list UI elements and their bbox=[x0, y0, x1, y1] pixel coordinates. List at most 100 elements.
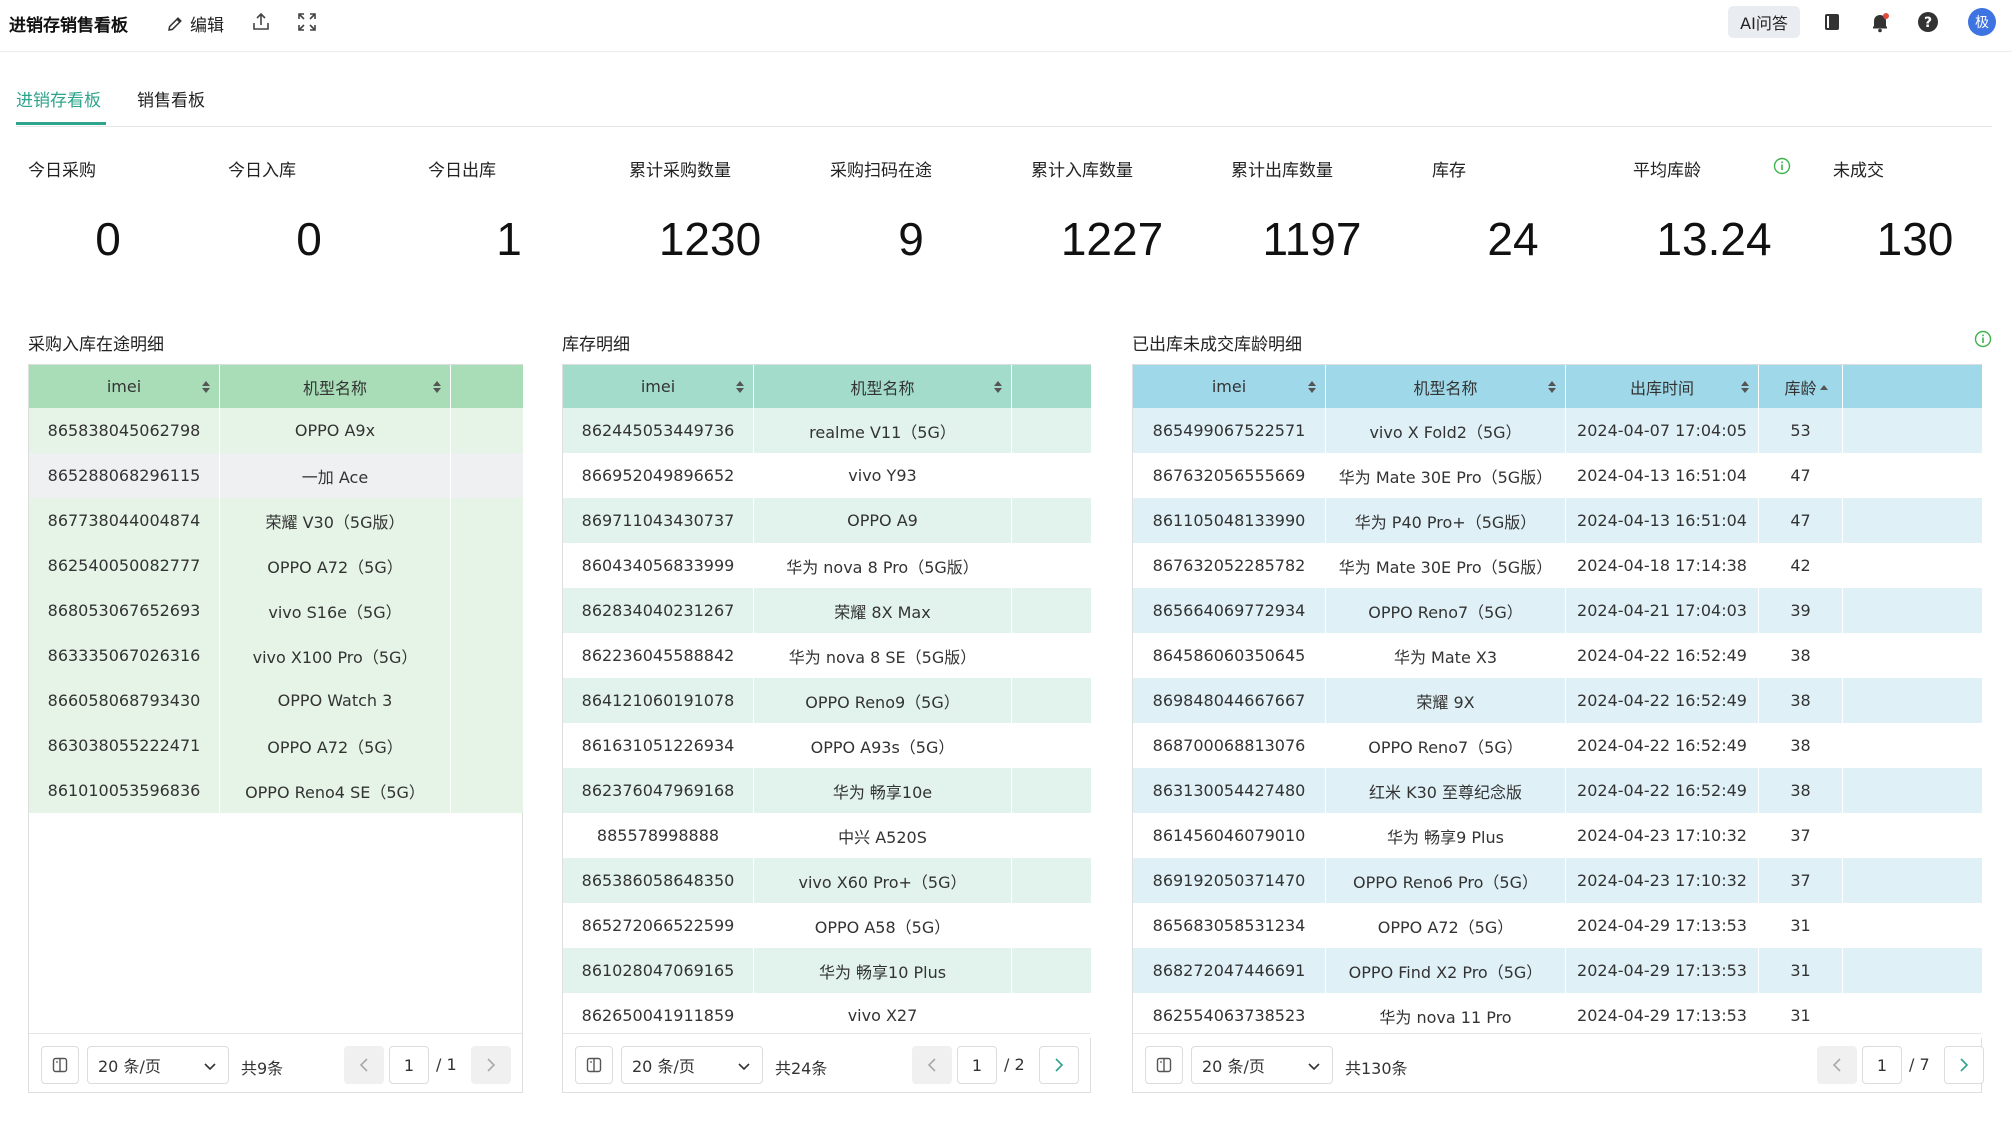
table-row[interactable]: 861028047069165 华为 畅享10 Plus bbox=[563, 948, 1092, 993]
table-row[interactable]: 863038055222471 OPPO A72（5G） bbox=[29, 723, 524, 768]
sort-icon[interactable] bbox=[1548, 381, 1556, 393]
table-row[interactable]: 861631051226934 OPPO A93s（5G） bbox=[563, 723, 1092, 768]
table-row[interactable]: 861010053596836 OPPO Reno4 SE（5G） bbox=[29, 768, 524, 813]
table-row[interactable]: 867738044004874 荣耀 V30（5G版） bbox=[29, 498, 524, 543]
tab-inventory-board[interactable]: 进销存看板 bbox=[16, 91, 101, 111]
next-page-button[interactable] bbox=[1039, 1046, 1079, 1084]
prev-page-button[interactable] bbox=[1817, 1046, 1857, 1084]
table-cell bbox=[1843, 948, 1983, 993]
column-header[interactable]: 机型名称 bbox=[1326, 365, 1566, 408]
unsold-age-table: imei 机型名称 出库时间 库龄 865499067522571 vivo X Fold… bbox=[1132, 364, 1984, 1093]
column-header[interactable]: 机型名称 bbox=[220, 365, 451, 408]
share-icon[interactable] bbox=[250, 11, 272, 33]
table-row[interactable]: 865499067522571 vivo X Fold2（5G） 2024-04-0… bbox=[1133, 408, 1983, 453]
total-count: 共9条 bbox=[241, 1059, 284, 1078]
table-row[interactable]: 864586060350645 华为 Mate X3 2024-04-22 16:5… bbox=[1133, 633, 1983, 678]
table-cell: OPPO A72（5G） bbox=[220, 543, 451, 588]
current-page-input[interactable]: 1 bbox=[1862, 1046, 1902, 1084]
table-cell bbox=[1012, 678, 1092, 723]
table-row[interactable]: 862650041911859 vivo X27 bbox=[563, 993, 1092, 1038]
column-header[interactable]: imei bbox=[29, 365, 220, 408]
column-settings-button[interactable] bbox=[1145, 1046, 1183, 1084]
table-row[interactable]: 862554063738523 华为 nova 11 Pro 2024-04-29 … bbox=[1133, 993, 1983, 1038]
table-row[interactable]: 863335067026316 vivo X100 Pro（5G） bbox=[29, 633, 524, 678]
table-row[interactable]: 868053067652693 vivo S16e（5G） bbox=[29, 588, 524, 633]
avatar[interactable]: 极 bbox=[1968, 8, 1996, 36]
table-cell bbox=[1843, 498, 1983, 543]
column-settings-button[interactable] bbox=[41, 1046, 79, 1084]
column-header[interactable]: 机型名称 bbox=[754, 365, 1012, 408]
column-header[interactable]: 库龄 bbox=[1759, 365, 1843, 408]
table-row[interactable]: 862834040231267 荣耀 8X Max bbox=[563, 588, 1092, 633]
table-row[interactable]: 865683058531234 OPPO A72（5G） 2024-04-29 17… bbox=[1133, 903, 1983, 948]
page-size-select[interactable]: 20 条/页 bbox=[87, 1046, 229, 1084]
sort-icon[interactable] bbox=[1308, 381, 1316, 393]
total-count: 共130条 bbox=[1345, 1059, 1408, 1078]
column-header[interactable] bbox=[1843, 365, 1983, 408]
table-cell: 863335067026316 bbox=[29, 633, 220, 678]
page-size-select[interactable]: 20 条/页 bbox=[621, 1046, 763, 1084]
prev-page-button[interactable] bbox=[344, 1046, 384, 1084]
sort-icon[interactable] bbox=[433, 381, 441, 393]
table-row[interactable]: 864121060191078 OPPO Reno9（5G） bbox=[563, 678, 1092, 723]
page-size-select[interactable]: 20 条/页 bbox=[1191, 1046, 1333, 1084]
current-page-input[interactable]: 1 bbox=[957, 1046, 997, 1084]
table-row[interactable]: 862236045588842 华为 nova 8 SE（5G版） bbox=[563, 633, 1092, 678]
table-row[interactable]: 865288068296115 一加 Ace bbox=[29, 453, 524, 498]
table-row[interactable]: 885578998888 中兴 A520S bbox=[563, 813, 1092, 858]
table-row[interactable]: 861456046079010 华为 畅享9 Plus 2024-04-23 17:… bbox=[1133, 813, 1983, 858]
info-icon[interactable] bbox=[1773, 157, 1791, 175]
table-cell: 2024-04-13 16:51:04 bbox=[1566, 453, 1759, 498]
table-cell: 2024-04-29 17:13:53 bbox=[1566, 903, 1759, 948]
table-row[interactable]: 866952049896652 vivo Y93 bbox=[563, 453, 1092, 498]
sort-icon[interactable] bbox=[994, 381, 1002, 393]
edit-button[interactable]: 编辑 bbox=[166, 11, 224, 36]
table-row[interactable]: 867632056555669 华为 Mate 30E Pro（5G版） 2024-… bbox=[1133, 453, 1983, 498]
table-cell bbox=[451, 453, 524, 498]
column-header[interactable]: 出库时间 bbox=[1566, 365, 1759, 408]
sort-icon[interactable] bbox=[1741, 381, 1749, 393]
chevron-left-icon bbox=[1832, 1058, 1841, 1072]
next-page-button[interactable] bbox=[1944, 1046, 1984, 1084]
sort-desc-icon[interactable] bbox=[1820, 381, 1828, 393]
prev-page-button[interactable] bbox=[912, 1046, 952, 1084]
table-row[interactable]: 862540050082777 OPPO A72（5G） bbox=[29, 543, 524, 588]
column-header[interactable]: imei bbox=[563, 365, 754, 408]
table-row[interactable]: 863130054427480 红米 K30 至尊纪念版 2024-04-22 16… bbox=[1133, 768, 1983, 813]
table-row[interactable]: 866058068793430 OPPO Watch 3 bbox=[29, 678, 524, 723]
table-row[interactable]: 862445053449736 realme V11（5G） bbox=[563, 408, 1092, 453]
column-settings-button[interactable] bbox=[575, 1046, 613, 1084]
table-row[interactable]: 865386058648350 vivo X60 Pro+（5G） bbox=[563, 858, 1092, 903]
table-cell bbox=[1843, 543, 1983, 588]
table-row[interactable]: 862376047969168 华为 畅享10e bbox=[563, 768, 1092, 813]
table-row[interactable]: 860434056833999 华为 nova 8 Pro（5G版） bbox=[563, 543, 1092, 588]
table-row[interactable]: 865272066522599 OPPO A58（5G） bbox=[563, 903, 1092, 948]
column-header[interactable] bbox=[1012, 365, 1092, 408]
kpi-label: 累计采购数量 bbox=[629, 161, 731, 181]
table-cell: OPPO Find X2 Pro（5G） bbox=[1326, 948, 1566, 993]
info-icon[interactable] bbox=[1974, 330, 1992, 348]
table-row[interactable]: 869848044667667 荣耀 9X 2024-04-22 16:52:49 3… bbox=[1133, 678, 1983, 723]
table-row[interactable]: 868272047446691 OPPO Find X2 Pro（5G） 2024-… bbox=[1133, 948, 1983, 993]
table-cell: vivo X60 Pro+（5G） bbox=[754, 858, 1012, 903]
bell-icon[interactable] bbox=[1868, 10, 1892, 34]
next-page-button[interactable] bbox=[471, 1046, 511, 1084]
kpi-value: 0 bbox=[95, 213, 121, 265]
book-icon[interactable] bbox=[1820, 10, 1844, 34]
table-row[interactable]: 869711043430737 OPPO A9 bbox=[563, 498, 1092, 543]
table-row[interactable]: 865664069772934 OPPO Reno7（5G） 2024-04-21 … bbox=[1133, 588, 1983, 633]
table-row[interactable]: 869192050371470 OPPO Reno6 Pro（5G） 2024-04… bbox=[1133, 858, 1983, 903]
fullscreen-icon[interactable] bbox=[296, 11, 318, 33]
sort-icon[interactable] bbox=[736, 381, 744, 393]
tab-sales-board[interactable]: 销售看板 bbox=[137, 91, 205, 111]
column-header[interactable] bbox=[451, 365, 524, 408]
ai-qa-button[interactable]: AI问答 bbox=[1728, 6, 1800, 38]
table-row[interactable]: 867632052285782 华为 Mate 30E Pro（5G版） 2024-… bbox=[1133, 543, 1983, 588]
column-header[interactable]: imei bbox=[1133, 365, 1326, 408]
help-icon[interactable]: ? bbox=[1916, 10, 1940, 34]
table-row[interactable]: 865838045062798 OPPO A9x bbox=[29, 408, 524, 453]
table-row[interactable]: 868700068813076 OPPO Reno7（5G） 2024-04-22 … bbox=[1133, 723, 1983, 768]
sort-icon[interactable] bbox=[202, 381, 210, 393]
table-row[interactable]: 861105048133990 华为 P40 Pro+（5G版） 2024-04-1… bbox=[1133, 498, 1983, 543]
current-page-input[interactable]: 1 bbox=[389, 1046, 429, 1084]
